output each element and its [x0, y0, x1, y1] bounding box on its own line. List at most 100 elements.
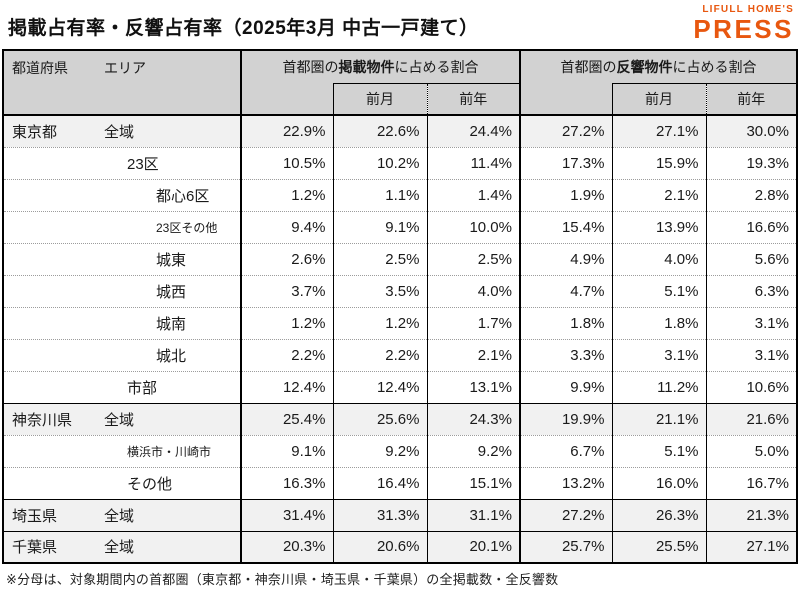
- value-cell: 5.6%: [705, 242, 797, 275]
- header-current-response: [519, 83, 612, 115]
- table-row: 横浜市・川崎市 9.1% 9.2% 9.2% 6.7% 5.1% 5.0%: [3, 434, 797, 467]
- area-label: 城西: [156, 283, 187, 301]
- table-row: 23区 10.5% 10.2% 11.4% 17.3% 15.9% 19.3%: [3, 146, 797, 179]
- area-label: 23区: [127, 155, 159, 173]
- value-cell: 3.3%: [519, 338, 612, 371]
- value-cell: 27.2%: [519, 114, 612, 147]
- value-cell: 31.3%: [332, 498, 427, 531]
- area-label: 都心6区: [156, 187, 210, 205]
- prefecture-label: 千葉県: [12, 539, 58, 557]
- value-cell: 5.0%: [705, 434, 797, 467]
- header-response-prev-month: 前月: [611, 82, 706, 115]
- value-cell: 1.1%: [332, 178, 427, 211]
- value-cell: 27.1%: [611, 114, 706, 147]
- value-cell: 13.9%: [611, 210, 706, 243]
- value-cell: 27.2%: [519, 498, 612, 531]
- value-cell: 9.9%: [519, 370, 612, 403]
- area-label: 横浜市・川崎市: [127, 444, 212, 459]
- value-cell: 26.3%: [611, 498, 706, 531]
- table-row: 城東 2.6% 2.5% 2.5% 4.9% 4.0% 5.6%: [3, 242, 797, 275]
- table-row: 城北 2.2% 2.2% 2.1% 3.3% 3.1% 3.1%: [3, 338, 797, 371]
- value-cell: 2.5%: [426, 242, 520, 275]
- value-cell: 9.2%: [332, 434, 427, 467]
- value-cell: 19.3%: [705, 146, 797, 179]
- value-cell: 21.1%: [611, 402, 706, 435]
- value-cell: 16.7%: [705, 466, 797, 499]
- area-label: 全域: [104, 507, 135, 525]
- header-prefecture-label: 都道府県: [12, 60, 68, 76]
- header-listed-suffix: に占める割合: [394, 58, 479, 75]
- value-cell: 1.2%: [240, 178, 333, 211]
- value-cell: 10.2%: [332, 146, 427, 179]
- value-cell: 2.2%: [332, 338, 427, 371]
- value-cell: 3.1%: [705, 338, 797, 371]
- value-cell: 1.8%: [519, 306, 612, 339]
- value-cell: 20.6%: [332, 530, 427, 563]
- area-label: 城北: [156, 347, 187, 365]
- value-cell: 31.1%: [426, 498, 520, 531]
- page-title: 掲載占有率・反響占有率（2025年3月 中古一戸建て）: [8, 18, 479, 39]
- value-cell: 3.5%: [332, 274, 427, 307]
- table-header: 都道府県 エリア 首都圏の掲載物件に占める割合 首都圏の反響物件に占める割合 前月…: [3, 50, 797, 115]
- value-cell: 2.6%: [240, 242, 333, 275]
- value-cell: 21.3%: [705, 498, 797, 531]
- header-current-listed: [241, 83, 333, 115]
- value-cell: 24.3%: [426, 402, 520, 435]
- value-cell: 22.9%: [240, 114, 333, 147]
- share-table: 都道府県 エリア 首都圏の掲載物件に占める割合 首都圏の反響物件に占める割合 前月…: [2, 49, 798, 564]
- value-cell: 4.9%: [519, 242, 612, 275]
- header-prefecture-area: 都道府県 エリア: [3, 50, 242, 115]
- value-cell: 12.4%: [332, 370, 427, 403]
- header-listed-group: 首都圏の掲載物件に占める割合: [241, 50, 520, 83]
- table-row: 城南 1.2% 1.2% 1.7% 1.8% 1.8% 3.1%: [3, 306, 797, 339]
- value-cell: 13.1%: [426, 370, 520, 403]
- header-response-suffix: に占める割合: [672, 58, 757, 75]
- table-row: その他 16.3% 16.4% 15.1% 13.2% 16.0% 16.7%: [3, 466, 797, 499]
- value-cell: 3.1%: [611, 338, 706, 371]
- footnote: ※分母は、対象期間内の首都圏（東京都・神奈川県・埼玉県・千葉県）の全掲載数・全反…: [6, 572, 559, 587]
- value-cell: 16.4%: [332, 466, 427, 499]
- value-cell: 3.7%: [240, 274, 333, 307]
- value-cell: 1.4%: [426, 178, 520, 211]
- value-cell: 31.4%: [240, 498, 333, 531]
- value-cell: 17.3%: [519, 146, 612, 179]
- table-row: 市部 12.4% 12.4% 13.1% 9.9% 11.2% 10.6%: [3, 370, 797, 403]
- value-cell: 12.4%: [240, 370, 333, 403]
- prefecture-label: 東京都: [12, 123, 58, 141]
- value-cell: 2.8%: [705, 178, 797, 211]
- header-response-group: 首都圏の反響物件に占める割合: [519, 50, 797, 83]
- area-label: 全域: [104, 123, 135, 141]
- value-cell: 22.6%: [332, 114, 427, 147]
- value-cell: 16.3%: [240, 466, 333, 499]
- table-row: 都心6区 1.2% 1.1% 1.4% 1.9% 2.1% 2.8%: [3, 178, 797, 211]
- header-area-label: エリア: [104, 60, 146, 76]
- value-cell: 2.1%: [426, 338, 520, 371]
- header-listed-prefix: 首都圏の: [282, 58, 339, 75]
- value-cell: 9.4%: [240, 210, 333, 243]
- value-cell: 20.1%: [426, 530, 520, 563]
- table-row: 埼玉県 全域 31.4% 31.3% 31.1% 27.2% 26.3% 21.3…: [3, 498, 797, 531]
- value-cell: 10.5%: [240, 146, 333, 179]
- value-cell: 6.7%: [519, 434, 612, 467]
- table-row: 東京都 全域 22.9% 22.6% 24.4% 27.2% 27.1% 30.0…: [3, 114, 797, 147]
- table-row: 城西 3.7% 3.5% 4.0% 4.7% 5.1% 6.3%: [3, 274, 797, 307]
- value-cell: 13.2%: [519, 466, 612, 499]
- value-cell: 21.6%: [705, 402, 797, 435]
- value-cell: 1.8%: [611, 306, 706, 339]
- prefecture-label: 神奈川県: [12, 411, 73, 429]
- header-listed-prev-month: 前月: [332, 82, 427, 115]
- header-listed-bold: 掲載物件: [338, 58, 395, 75]
- value-cell: 1.9%: [519, 178, 612, 211]
- table-row: 神奈川県 全域 25.4% 25.6% 24.3% 19.9% 21.1% 21.…: [3, 402, 797, 435]
- value-cell: 9.2%: [426, 434, 520, 467]
- value-cell: 9.1%: [240, 434, 333, 467]
- value-cell: 1.2%: [332, 306, 427, 339]
- value-cell: 6.3%: [705, 274, 797, 307]
- table-row: 23区その他 9.4% 9.1% 10.0% 15.4% 13.9% 16.6%: [3, 210, 797, 243]
- value-cell: 16.6%: [705, 210, 797, 243]
- brand-logo: LIFULL HOME'S PRESS: [693, 5, 794, 43]
- value-cell: 10.6%: [705, 370, 797, 403]
- area-label: その他: [127, 475, 173, 493]
- value-cell: 15.1%: [426, 466, 520, 499]
